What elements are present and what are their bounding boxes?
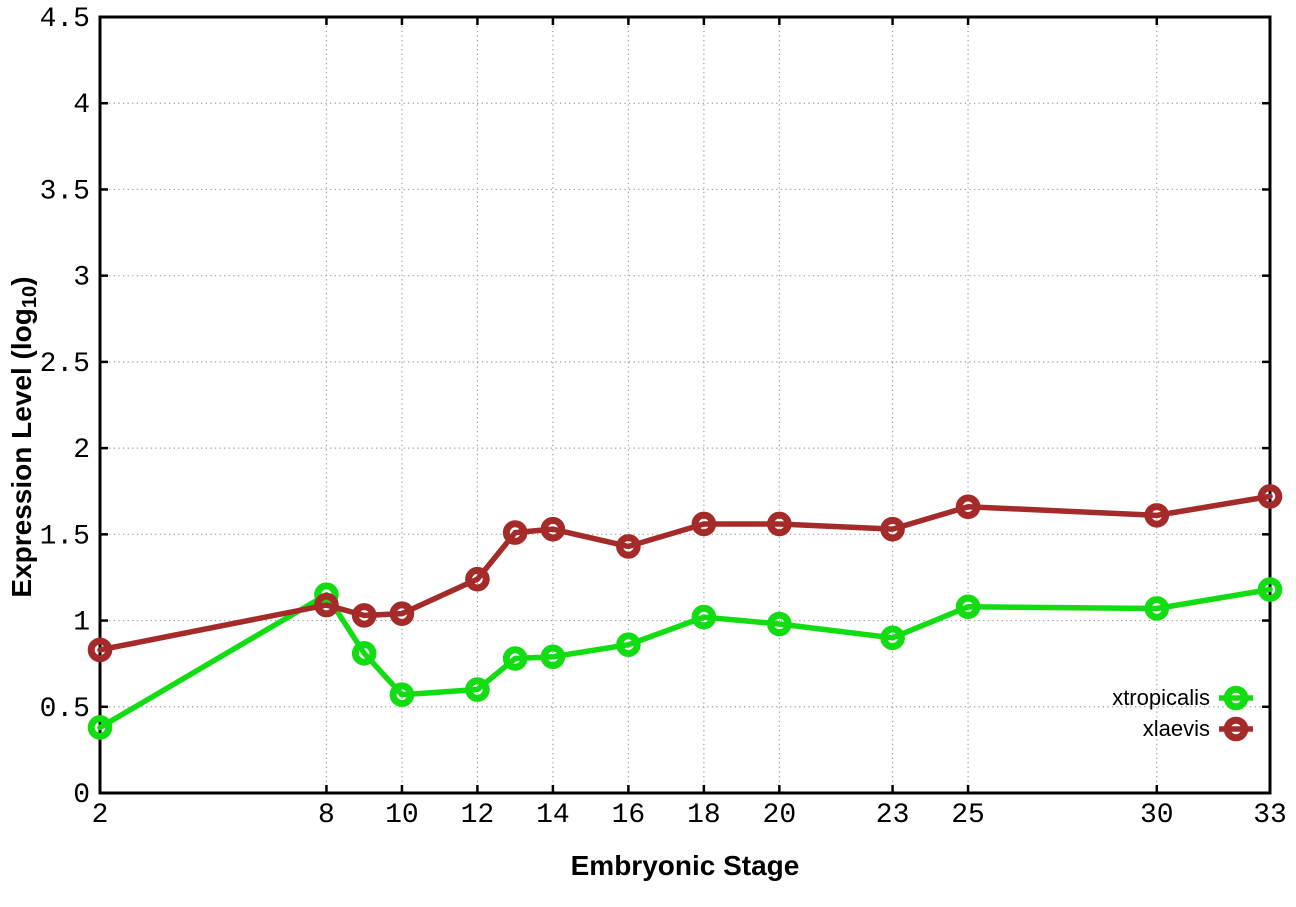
data-point-xtropicalis xyxy=(955,594,981,620)
legend-circle-sample xyxy=(1223,685,1249,711)
y-axis-title-text: Expression Level (log xyxy=(6,308,37,598)
y-tick-label: 4 xyxy=(73,90,90,121)
data-point-xtropicalis xyxy=(389,682,415,708)
data-point-xlaevis xyxy=(351,603,377,628)
data-point-xlaevis xyxy=(955,494,981,520)
data-point-xtropicalis xyxy=(351,641,377,666)
legend-item-xtropicalis: xtropicalis xyxy=(1112,684,1253,712)
y-tick-label: 0.5 xyxy=(40,694,90,725)
data-point-xtropicalis xyxy=(1257,577,1283,602)
y-tick-label: 1 xyxy=(73,608,90,639)
data-point-xtropicalis xyxy=(767,611,792,637)
data-point-xlaevis xyxy=(465,566,490,592)
data-point-xlaevis xyxy=(691,511,717,537)
data-point-xlaevis xyxy=(540,516,566,542)
y-tick-label: 3 xyxy=(73,263,90,294)
y-tick-label: 2.5 xyxy=(40,349,90,380)
legend: xtropicalis xlaevis xyxy=(1112,684,1253,743)
data-point-xtropicalis xyxy=(502,646,528,671)
x-axis-title: Embryonic Stage xyxy=(570,850,800,881)
y-tick-label: 1.5 xyxy=(40,521,90,552)
x-tick-label: 33 xyxy=(1253,800,1287,831)
data-point-xlaevis xyxy=(1257,484,1283,509)
data-point-xlaevis xyxy=(767,511,792,537)
data-point-xlaevis xyxy=(389,601,415,626)
x-tick-label: 18 xyxy=(687,800,721,831)
data-point-xlaevis xyxy=(880,516,905,542)
x-tick-label: 25 xyxy=(951,800,985,831)
legend-label-xlaevis: xlaevis xyxy=(1142,716,1210,741)
x-tick-label: 23 xyxy=(876,800,910,831)
data-point-xtropicalis xyxy=(87,715,113,740)
data-point-xtropicalis xyxy=(465,677,490,702)
x-tick-label: 8 xyxy=(318,800,335,831)
legend-label-xtropicalis: xtropicalis xyxy=(1112,685,1210,710)
x-tick-label: 16 xyxy=(612,800,646,831)
x-tick-label: 2 xyxy=(92,800,109,831)
data-point-xtropicalis xyxy=(540,644,566,670)
data-point-xlaevis xyxy=(87,637,113,663)
data-point-xlaevis xyxy=(616,534,641,559)
x-tick-label: 20 xyxy=(763,800,797,831)
legend-item-xlaevis: xlaevis xyxy=(1143,715,1253,743)
y-tick-label: 4.5 xyxy=(40,4,90,35)
legend-marker-xlaevis xyxy=(1219,716,1253,742)
data-point-xlaevis xyxy=(314,592,339,618)
plot-border xyxy=(98,15,1272,795)
y-axis-title: Expression Level (log10) xyxy=(6,276,42,597)
x-tick-label: 30 xyxy=(1140,800,1174,831)
data-point-xtropicalis xyxy=(691,604,717,630)
y-tick-label: 0 xyxy=(73,780,90,811)
legend-marker-xtropicalis xyxy=(1219,685,1253,711)
data-point-xtropicalis xyxy=(616,632,641,657)
y-tick-label: 2 xyxy=(73,435,90,466)
data-point-xtropicalis xyxy=(880,625,905,651)
x-tick-label: 10 xyxy=(385,800,419,831)
x-tick-label: 14 xyxy=(536,800,570,831)
y-axis-title-suffix: ) xyxy=(6,276,37,286)
y-axis-title-subscript: 10 xyxy=(19,285,41,309)
legend-circle-sample xyxy=(1223,716,1249,742)
data-point-xlaevis xyxy=(502,520,528,545)
data-point-xlaevis xyxy=(1144,503,1170,528)
data-point-xtropicalis xyxy=(1144,596,1170,621)
x-tick-label: 12 xyxy=(461,800,495,831)
y-tick-label: 3.5 xyxy=(40,176,90,207)
